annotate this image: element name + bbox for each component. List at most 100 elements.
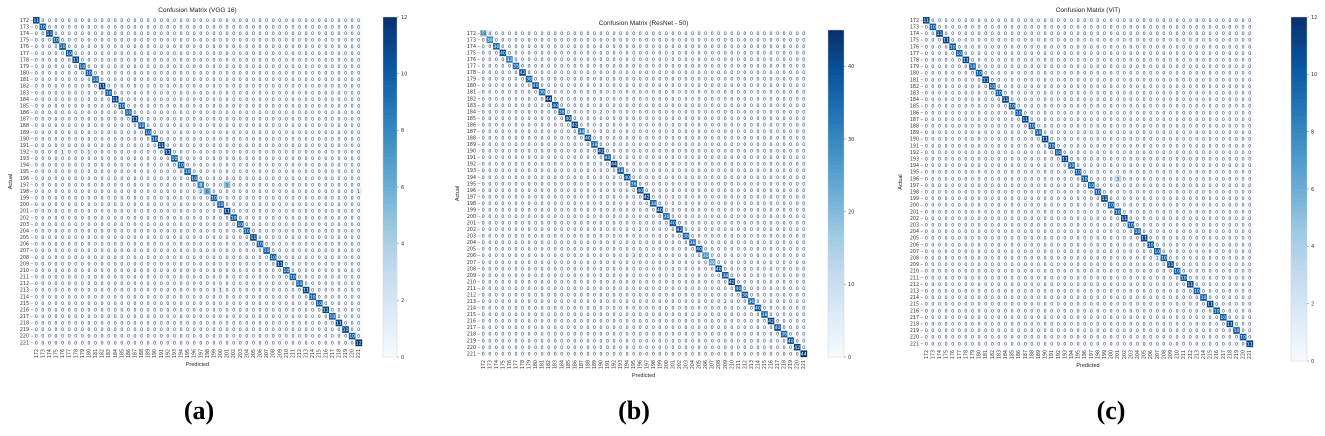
heatmap-cell: [329, 23, 336, 31]
cell-value: 0: [87, 103, 90, 109]
cell-value: 0: [245, 327, 248, 333]
cell-value: 0: [101, 294, 104, 300]
cell-value: 0: [226, 64, 229, 70]
cell-value: 0: [219, 196, 222, 202]
cell-value: 0: [245, 103, 248, 109]
cell-value: 0: [35, 103, 38, 109]
heatmap-cell: [348, 89, 356, 97]
heatmap-cell: [52, 36, 60, 44]
cell-value: 0: [41, 117, 44, 123]
cell-value: 0: [140, 294, 143, 300]
cell-value: 0: [127, 235, 130, 241]
cell-value: 0: [127, 189, 130, 195]
cell-value: 0: [101, 222, 104, 228]
cell-value: 0: [114, 189, 117, 195]
heatmap-cell: [92, 102, 99, 110]
cell-value: 0: [173, 248, 176, 254]
cell-value: 0: [147, 202, 150, 208]
heatmap-cell: [283, 102, 290, 110]
cell-value: 0: [35, 110, 38, 116]
cell-value: 0: [140, 71, 143, 77]
heatmap-cell: [105, 102, 113, 110]
cell-value: 0: [127, 163, 130, 169]
heatmap-cell: [59, 69, 67, 77]
cell-value: 0: [252, 281, 255, 287]
cell-value: 0: [265, 242, 268, 248]
heatmap-cell: [236, 95, 244, 103]
cell-value: 0: [285, 163, 288, 169]
cell-value: 0: [173, 18, 176, 24]
cell-value: 10: [270, 255, 276, 261]
cell-value: 0: [114, 209, 117, 215]
cell-value: 0: [193, 222, 196, 228]
cell-value: 0: [357, 196, 360, 202]
cell-value: 0: [232, 84, 235, 90]
heatmap-cell: [223, 69, 231, 77]
cell-value: 0: [127, 84, 130, 90]
heatmap-cell: [39, 36, 47, 44]
cell-value: 0: [285, 301, 288, 307]
cell-value: 0: [48, 307, 51, 313]
cell-value: 0: [74, 314, 77, 320]
cell-value: 0: [226, 275, 229, 281]
heatmap-cell: [184, 17, 192, 24]
heatmap-cell: [302, 56, 310, 64]
cell-value: 0: [74, 31, 77, 37]
cell-value: 0: [338, 255, 341, 261]
cell-value: 0: [186, 196, 189, 202]
heatmap-cell: [296, 36, 303, 44]
cell-value: 0: [232, 314, 235, 320]
cell-value: 0: [272, 182, 275, 188]
cell-value: 0: [212, 275, 215, 281]
cell-value: 0: [55, 275, 58, 281]
cell-value: 0: [331, 334, 334, 340]
cell-value: 0: [291, 288, 294, 294]
cell-value: 0: [252, 156, 255, 162]
heatmap-cell: [217, 95, 225, 103]
cell-value: 0: [311, 51, 314, 57]
cell-value: 0: [107, 57, 110, 63]
cell-value: 0: [344, 281, 347, 287]
heatmap-cell: [329, 102, 336, 110]
cell-value: 0: [74, 117, 77, 123]
heatmap-cell: [197, 82, 205, 90]
cell-value: 0: [245, 222, 248, 228]
cell-value: 0: [153, 176, 156, 182]
cell-value: 0: [153, 143, 156, 149]
heatmap-cell: [98, 63, 106, 70]
cell-value: 0: [94, 136, 97, 142]
cell-value: 0: [324, 31, 327, 37]
cell-value: 0: [239, 288, 242, 294]
heatmap-cell: [309, 17, 317, 24]
cell-value: 0: [120, 314, 123, 320]
cell-value: 0: [226, 321, 229, 327]
cell-value: 0: [324, 64, 327, 70]
cell-value: 0: [291, 90, 294, 96]
heatmap-cell: [138, 49, 146, 57]
cell-value: 0: [226, 255, 229, 261]
cell-value: 0: [338, 136, 341, 142]
heatmap-cell: [315, 43, 323, 51]
cell-value: 0: [107, 169, 110, 175]
heatmap-cell: [250, 69, 257, 77]
heatmap-cell: [158, 23, 165, 31]
cell-value: 0: [153, 321, 156, 327]
heatmap-cell: [236, 23, 244, 31]
cell-value: 0: [206, 103, 209, 109]
cell-value: 0: [120, 242, 123, 248]
heatmap-cell: [151, 63, 159, 70]
heatmap-cell: [276, 102, 284, 110]
cell-value: 0: [344, 334, 347, 340]
heatmap-cell: [131, 30, 139, 37]
cell-value: 0: [265, 169, 268, 175]
cell-value: 0: [107, 327, 110, 333]
heatmap-cell: [296, 17, 303, 24]
cell-value: 0: [160, 84, 163, 90]
cell-value: 0: [199, 248, 202, 254]
cell-value: 0: [134, 321, 137, 327]
heatmap-cell: [342, 69, 350, 77]
cell-value: 0: [114, 327, 117, 333]
cell-value: 0: [212, 44, 215, 50]
cell-value: 0: [87, 24, 90, 30]
cell-value: 0: [147, 64, 150, 70]
